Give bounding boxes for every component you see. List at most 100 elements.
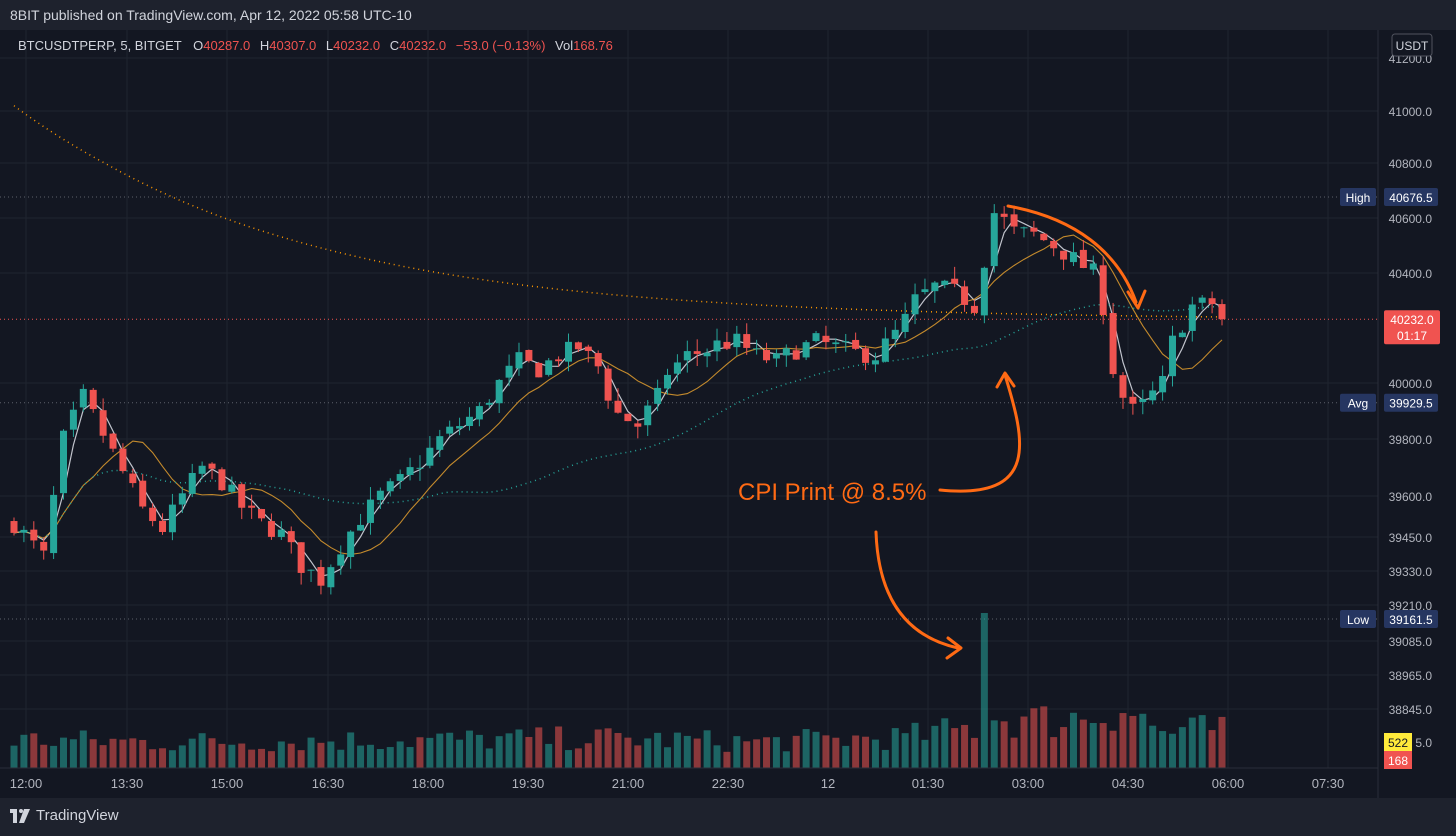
volume-bar bbox=[258, 748, 266, 768]
candle-body bbox=[1139, 399, 1147, 402]
volume-bar bbox=[545, 743, 553, 768]
candle-body bbox=[515, 352, 523, 369]
volume-bar bbox=[248, 749, 256, 768]
candle-body bbox=[396, 474, 404, 481]
volume-bar bbox=[792, 735, 800, 768]
legend: BTCUSDTPERP, 5, BITGET O40287.0 H40307.0… bbox=[18, 38, 613, 53]
volume-bar bbox=[941, 718, 949, 768]
candle-body bbox=[347, 531, 355, 558]
candle-body bbox=[693, 351, 701, 354]
volume-bar bbox=[1030, 708, 1038, 768]
candle-body bbox=[109, 433, 117, 449]
candle-body bbox=[525, 349, 533, 361]
x-tick-label: 07:30 bbox=[1312, 776, 1345, 791]
x-tick-label: 04:30 bbox=[1112, 776, 1145, 791]
volume-bar bbox=[574, 748, 582, 768]
mid-ma-line bbox=[13, 234, 1223, 555]
volume-bar bbox=[862, 736, 870, 768]
volume-bar bbox=[881, 749, 889, 768]
volume-bar bbox=[69, 739, 77, 768]
volume-bar bbox=[703, 730, 711, 768]
candle-body bbox=[1010, 214, 1018, 227]
candle-body bbox=[69, 409, 77, 430]
x-tick-label: 12 bbox=[821, 776, 835, 791]
price-axis[interactable]: 41200.041000.040800.040600.040400.040000… bbox=[1340, 30, 1456, 798]
candle-body bbox=[921, 289, 929, 293]
volume-bar bbox=[832, 737, 840, 768]
volume-bar bbox=[436, 733, 444, 768]
volume-bar bbox=[277, 741, 285, 768]
candle-body bbox=[584, 346, 592, 351]
footer-brand: TradingView bbox=[36, 807, 119, 824]
volume-bar bbox=[1129, 715, 1137, 768]
volume-bar bbox=[1069, 712, 1077, 768]
volume-bar bbox=[357, 745, 365, 768]
candle-body bbox=[188, 472, 196, 494]
volume-bar bbox=[782, 751, 790, 768]
volume-bar bbox=[1089, 722, 1097, 768]
reference-label: High bbox=[1346, 191, 1371, 205]
candle-body bbox=[406, 467, 414, 475]
currency-button[interactable] bbox=[1391, 33, 1433, 57]
x-tick-label: 01:30 bbox=[912, 776, 945, 791]
candle-body bbox=[1129, 396, 1137, 404]
volume-bar bbox=[594, 729, 602, 768]
candle-body bbox=[366, 499, 374, 523]
volume-bar bbox=[188, 738, 196, 768]
legend-h-value: 40307.0 bbox=[269, 38, 316, 53]
candle-body bbox=[703, 352, 711, 357]
candle-body bbox=[1099, 265, 1107, 315]
candle-body bbox=[644, 405, 652, 426]
tradingview-brand[interactable]: TradingView bbox=[10, 807, 119, 824]
volume-bar bbox=[396, 741, 404, 768]
candle-body bbox=[228, 484, 236, 492]
volume-bar bbox=[515, 729, 523, 768]
time-axis[interactable]: 12:00 13:30 15:00 16:30 18:00 19:30 21:00 22:30… bbox=[0, 767, 1378, 791]
x-tick-label: 03:00 bbox=[1012, 776, 1045, 791]
volume-bar bbox=[693, 738, 701, 768]
legend-symbol: BTCUSDTPERP, 5, BITGET bbox=[18, 38, 182, 53]
candle-body bbox=[287, 531, 295, 543]
candle-body bbox=[258, 509, 266, 519]
volume-bar bbox=[753, 739, 761, 768]
candlestick-chart[interactable]: CPI Print @ 8.5% BTCUSDTPERP, 5, BITGET … bbox=[0, 30, 1456, 798]
legend-o-value: 40287.0 bbox=[203, 38, 250, 53]
grid-lines bbox=[0, 30, 1378, 768]
candle-body bbox=[218, 469, 226, 491]
candle-body bbox=[386, 481, 394, 492]
volume-bar bbox=[1040, 706, 1048, 768]
candle-body bbox=[376, 490, 384, 501]
volume-bar bbox=[535, 727, 543, 768]
volume-bar bbox=[1188, 717, 1196, 768]
candle-body bbox=[129, 473, 137, 484]
reference-value: 39161.5 bbox=[1389, 613, 1433, 627]
volume-bar bbox=[871, 739, 879, 768]
candle-body bbox=[50, 494, 58, 554]
volume-bar bbox=[852, 735, 860, 768]
candle-body bbox=[614, 400, 622, 413]
legend-vol-value: 168.76 bbox=[573, 38, 613, 53]
volume-bar bbox=[30, 733, 38, 768]
volume-bar bbox=[40, 744, 48, 768]
volume-bar bbox=[426, 737, 434, 768]
annotation-arrow-up bbox=[938, 373, 1022, 493]
annotation-arrow-curve-head bbox=[1126, 289, 1147, 310]
candle-body bbox=[673, 362, 681, 374]
x-tick-label: 21:00 bbox=[612, 776, 645, 791]
candle-body bbox=[951, 278, 959, 284]
volume-bar bbox=[713, 745, 721, 768]
annotation-arrow-up-head bbox=[995, 371, 1016, 389]
reference-label: Avg bbox=[1348, 397, 1368, 411]
reference-label: Low bbox=[1347, 613, 1369, 627]
volume-bar bbox=[525, 736, 533, 768]
volume-bar bbox=[1178, 727, 1186, 768]
volume-bar bbox=[208, 738, 216, 768]
candle-body bbox=[555, 359, 563, 362]
currency-button-label[interactable]: USDT bbox=[1396, 39, 1429, 53]
volume-bar bbox=[406, 747, 414, 768]
candle-body bbox=[733, 333, 741, 348]
legend-o-label: O bbox=[193, 38, 203, 53]
candle-body bbox=[891, 329, 899, 339]
volume-bar bbox=[921, 739, 929, 768]
volume-bar bbox=[891, 728, 899, 768]
